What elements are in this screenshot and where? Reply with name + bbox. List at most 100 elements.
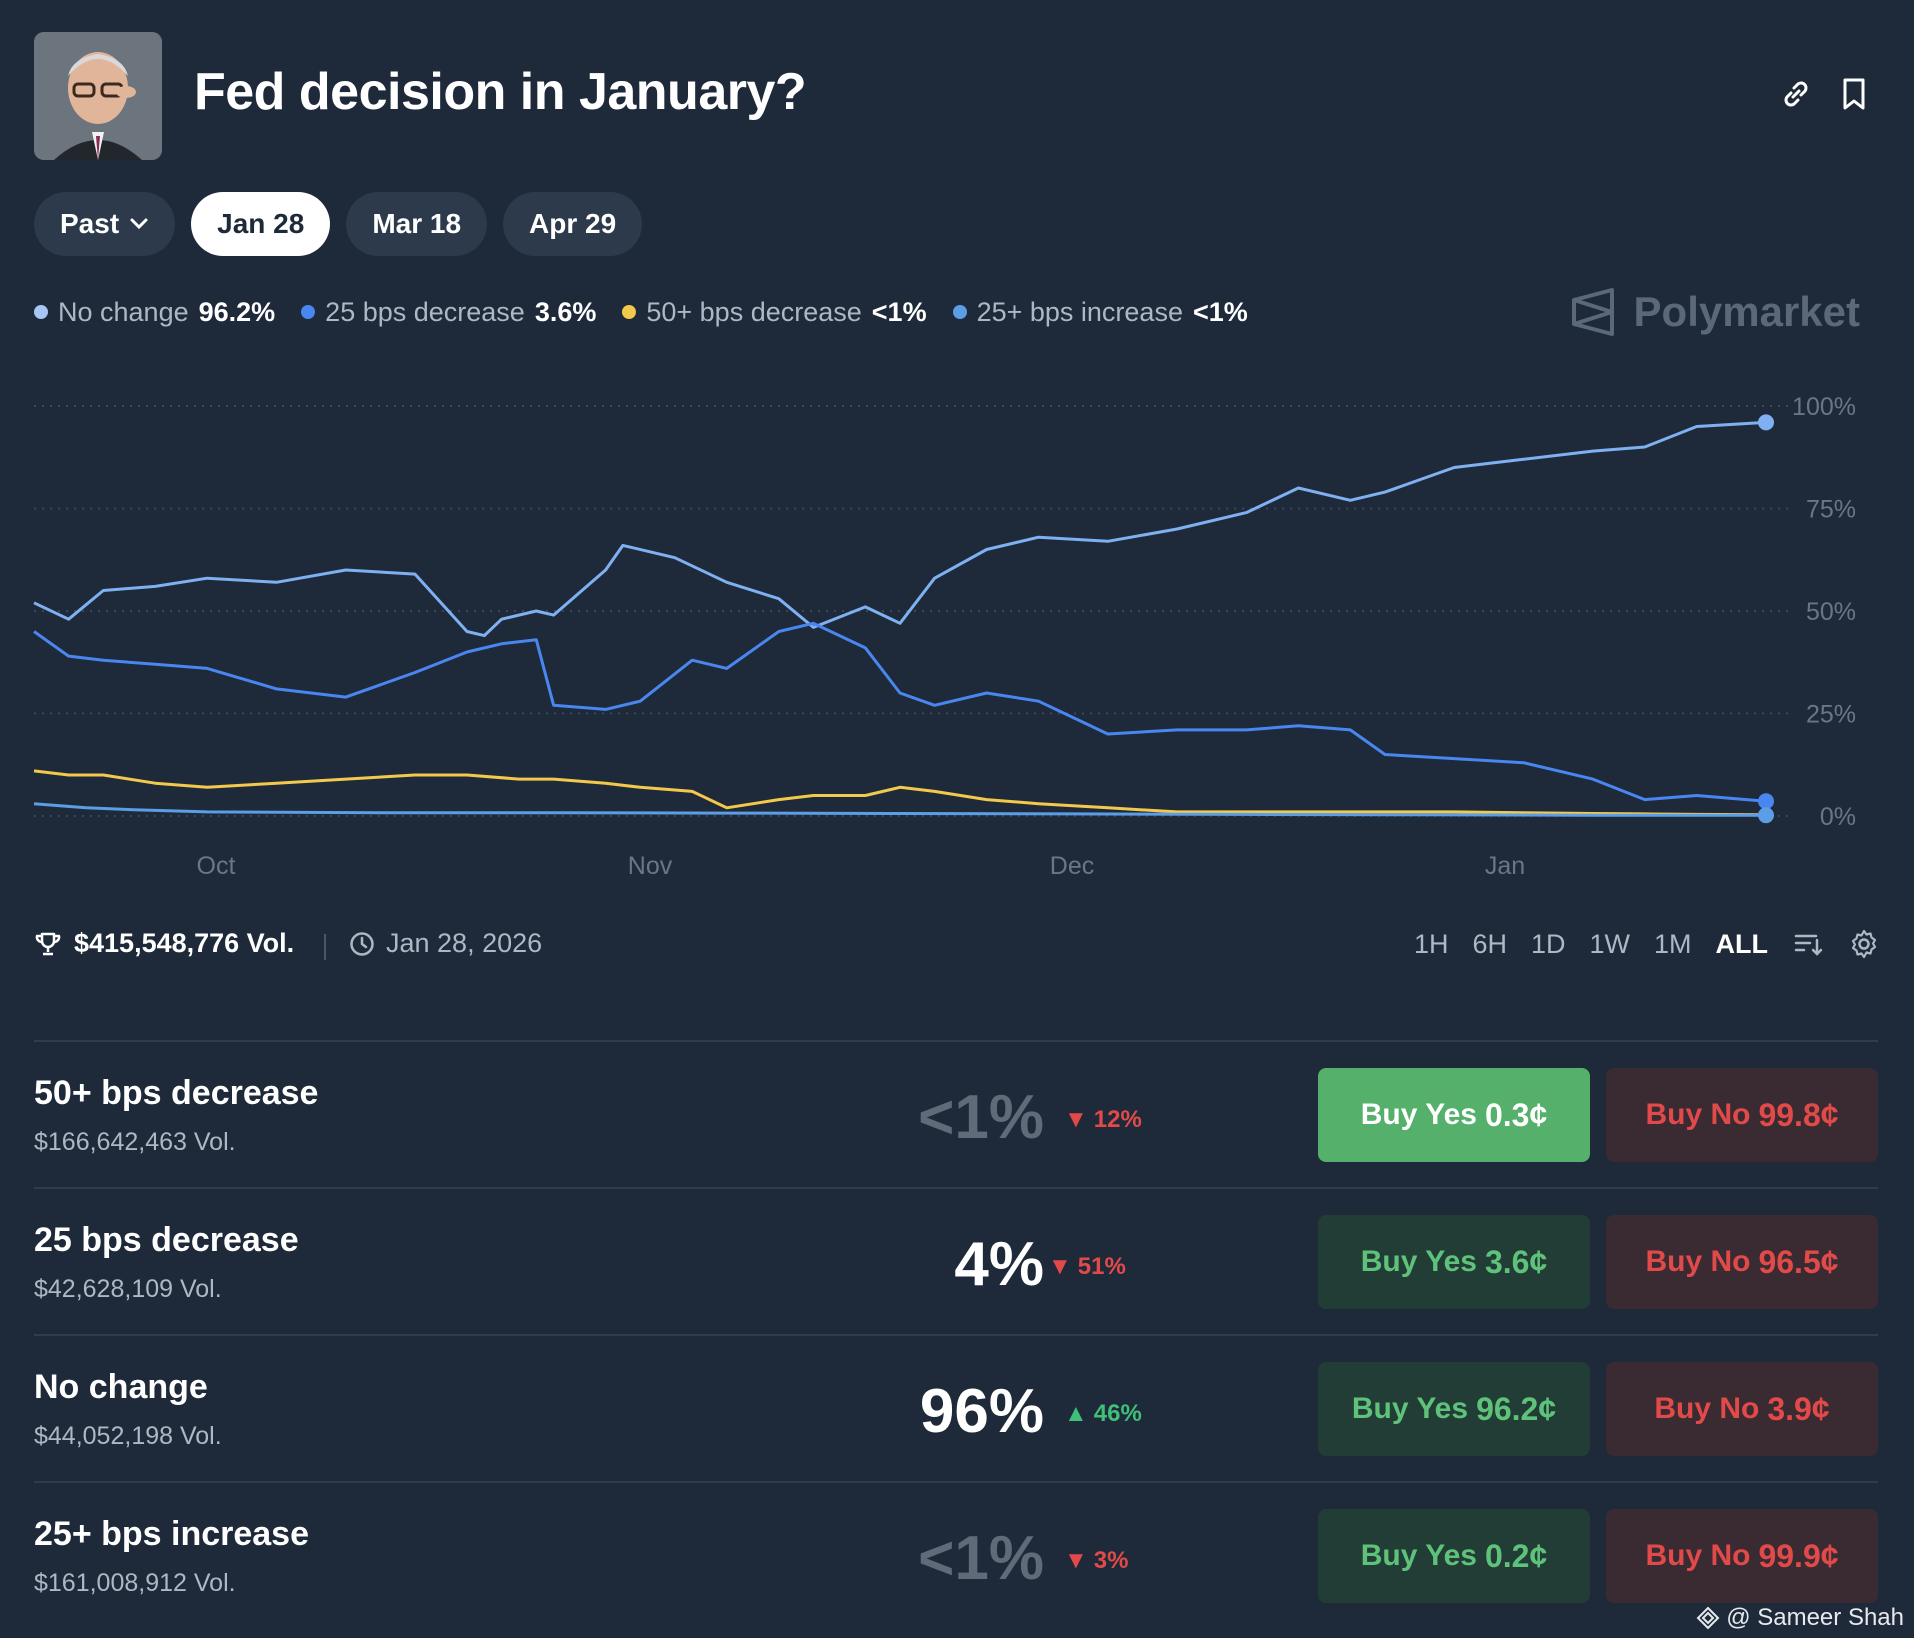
clock-icon [350, 931, 374, 956]
buy-yes-button[interactable]: Buy Yes 0.2¢ [1318, 1509, 1590, 1603]
outcome-name: 25 bps decrease [34, 1221, 299, 1259]
outcome-change-value: 3% [1093, 1547, 1129, 1574]
outcome-change-value: 12% [1093, 1106, 1142, 1133]
buy-no-price: 96.5¢ [1758, 1243, 1839, 1280]
outcome-change: ▼ 12% [1064, 1106, 1142, 1134]
range-6h[interactable]: 6H [1472, 928, 1507, 959]
buy-no-button[interactable]: Buy No 99.8¢ [1606, 1068, 1878, 1162]
past-label: Past [60, 208, 120, 239]
buy-no-label: Buy No [1654, 1392, 1760, 1425]
chevron-down-icon [130, 218, 148, 230]
series-line-1 [33, 621, 1767, 803]
legend-label: 25+ bps increase [976, 296, 1183, 327]
legend-label: 50+ bps decrease [646, 296, 862, 327]
series-endpoint-3 [1758, 807, 1774, 824]
outcome-row-25-bps-increase: 25+ bps increase $161,008,912 Vol. <1% ▼… [34, 1481, 1878, 1628]
chart-legend: No change 96.2% 25 bps decrease 3.6% 50+… [34, 292, 1248, 332]
sort-icon[interactable] [1792, 928, 1824, 960]
polymarket-logo-icon [1571, 288, 1614, 336]
y-tick-label: 75% [1806, 496, 1856, 524]
x-tick-label: Dec [1050, 852, 1094, 880]
chip-jan-28[interactable]: Jan 28 [191, 192, 331, 256]
page-title: Fed decision in January? [194, 63, 807, 121]
legend-dot [622, 305, 637, 319]
outcome-row-25-bps-decrease: 25 bps decrease $42,628,109 Vol. 4% ▼ 51… [34, 1187, 1878, 1334]
bookmark-icon[interactable] [1834, 74, 1874, 114]
buy-yes-button[interactable]: Buy Yes 0.3¢ [1318, 1068, 1590, 1162]
buy-yes-price: 0.3¢ [1484, 1096, 1548, 1133]
legend-item-25-bps-increase: 25+ bps increase <1% [952, 296, 1248, 328]
legend-value: 96.2% [198, 296, 276, 327]
buy-no-label: Buy No [1645, 1098, 1751, 1131]
brand-name: Polymarket [1633, 288, 1860, 335]
y-tick-label: 0% [1820, 803, 1856, 831]
end-date-text: Jan 28, 2026 [386, 928, 543, 958]
settings-gear-icon[interactable] [1848, 928, 1880, 960]
buy-yes-button[interactable]: Buy Yes 3.6¢ [1318, 1215, 1590, 1309]
outcome-probability: <1% [918, 1524, 1044, 1593]
range-1w[interactable]: 1W [1589, 928, 1631, 959]
diamond-icon [1696, 1606, 1720, 1630]
buy-no-price: 99.9¢ [1758, 1537, 1839, 1574]
outcome-change: ▲ 46% [1064, 1400, 1142, 1428]
series-line-2 [33, 769, 1767, 817]
range-all[interactable]: ALL [1715, 928, 1768, 959]
legend-item-25-bps-decrease: 25 bps decrease 3.6% [301, 297, 596, 328]
outcome-change: ▼ 51% [1048, 1253, 1126, 1281]
range-1h[interactable]: 1H [1413, 928, 1449, 959]
outcome-name: No change [34, 1368, 208, 1406]
divider [324, 934, 326, 960]
outcome-change: ▼ 3% [1064, 1547, 1128, 1575]
outcome-name: 50+ bps decrease [34, 1074, 319, 1112]
bookmark-icon-svg [1843, 78, 1865, 110]
legend-dot [34, 305, 48, 319]
y-tick-label: 50% [1806, 598, 1856, 626]
outcome-row-50-bps-decrease: 50+ bps decrease $166,642,463 Vol. <1% ▼… [34, 1040, 1878, 1187]
chip-mar-18[interactable]: Mar 18 [346, 192, 488, 256]
outcome-name: 25+ bps increase [34, 1515, 310, 1553]
series-endpoint-1 [1758, 793, 1774, 810]
outcome-change-value: 51% [1077, 1253, 1126, 1280]
buy-no-label: Buy No [1645, 1245, 1751, 1278]
triangle-down-icon: ▼ [1064, 1547, 1088, 1574]
range-1d[interactable]: 1D [1530, 928, 1566, 959]
chip-apr-29[interactable]: Apr 29 [503, 192, 643, 256]
outcome-row-no-change: No change $44,052,198 Vol. 96% ▲ 46% Buy… [34, 1334, 1878, 1481]
y-tick-label: 25% [1806, 701, 1856, 729]
buy-no-button[interactable]: Buy No 3.9¢ [1606, 1362, 1878, 1456]
stats-bar: $415,548,776 Vol. Jan 28, 2026 1H 6H 1D … [34, 928, 1880, 968]
watermark-text: @ Sameer Shah [1726, 1604, 1904, 1631]
y-axis-ticks: 100% 75% 50% 25% 0% [1792, 393, 1856, 831]
link-icon-svg [1784, 81, 1808, 107]
triangle-down-icon: ▼ [1064, 1106, 1088, 1133]
buy-yes-price: 0.2¢ [1484, 1537, 1548, 1574]
legend-value: <1% [1192, 296, 1248, 327]
past-dropdown[interactable]: Past [34, 192, 176, 256]
link-icon[interactable] [1776, 74, 1816, 114]
end-date: Jan 28, 2026 [348, 928, 542, 959]
buy-yes-price: 3.6¢ [1484, 1243, 1548, 1280]
series-line-0 [33, 420, 1767, 638]
series-line-3 [33, 802, 1766, 817]
date-chips: Past Jan 28 Mar 18 Apr 29 [34, 192, 643, 256]
legend-item-no-change: No change 96.2% [34, 297, 275, 328]
outcome-change-value: 46% [1093, 1400, 1142, 1427]
buy-yes-label: Buy Yes [1360, 1245, 1477, 1278]
chart-series [33, 414, 1774, 824]
outcome-volume: $42,628,109 Vol. [34, 1275, 222, 1303]
triangle-down-icon: ▼ [1048, 1253, 1072, 1280]
legend-label: 25 bps decrease [325, 296, 525, 327]
buy-no-label: Buy No [1645, 1539, 1751, 1572]
x-tick-label: Nov [628, 852, 673, 880]
outcome-volume: $44,052,198 Vol. [34, 1422, 222, 1450]
chart-grid [34, 405, 1790, 817]
outcome-probability: <1% [918, 1083, 1044, 1152]
outcome-probability: 4% [954, 1230, 1044, 1299]
polymarket-logo: Polymarket [1570, 282, 1860, 342]
buy-yes-button[interactable]: Buy Yes 96.2¢ [1318, 1362, 1590, 1456]
buy-no-button[interactable]: Buy No 96.5¢ [1606, 1215, 1878, 1309]
range-1m[interactable]: 1M [1654, 928, 1692, 959]
avatar-portrait [34, 32, 162, 160]
triangle-up-icon: ▲ [1064, 1400, 1088, 1427]
buy-no-button[interactable]: Buy No 99.9¢ [1606, 1509, 1878, 1603]
